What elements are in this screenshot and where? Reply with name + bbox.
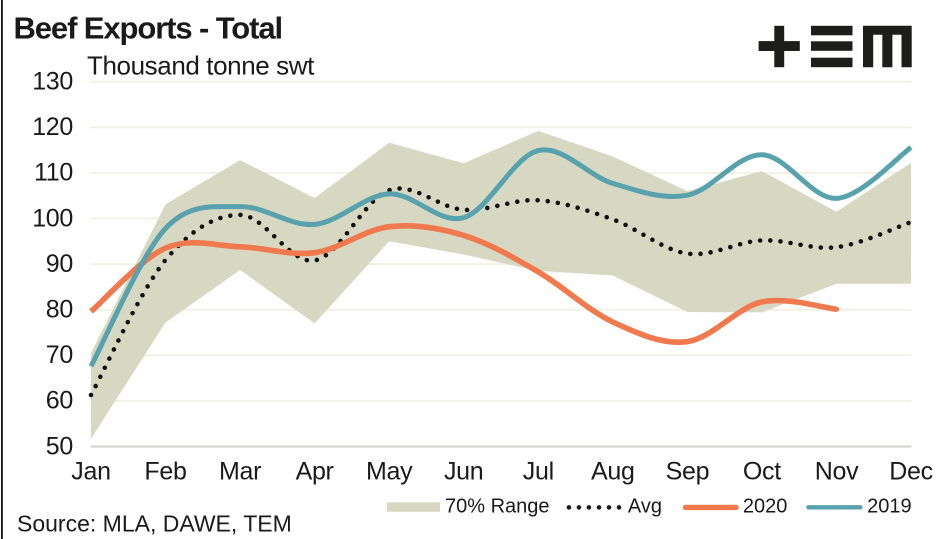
svg-text:May: May — [366, 457, 413, 485]
svg-text:Feb: Feb — [144, 457, 186, 485]
svg-text:Avg: Avg — [628, 496, 662, 518]
svg-text:Sep: Sep — [666, 457, 710, 485]
svg-text:130: 130 — [32, 68, 73, 96]
svg-text:90: 90 — [46, 250, 73, 278]
svg-text:2020: 2020 — [743, 496, 788, 518]
svg-text:Apr: Apr — [296, 457, 334, 485]
svg-text:Thousand tonne swt: Thousand tonne swt — [87, 50, 315, 80]
svg-text:Source: MLA, DAWE, TEM: Source: MLA, DAWE, TEM — [17, 510, 292, 536]
svg-text:Dec: Dec — [889, 457, 933, 485]
svg-text:Jul: Jul — [523, 457, 554, 485]
svg-text:100: 100 — [32, 204, 73, 232]
svg-text:70% Range: 70% Range — [445, 496, 550, 518]
svg-text:120: 120 — [32, 113, 73, 141]
svg-text:Nov: Nov — [815, 457, 859, 485]
svg-text:Jun: Jun — [444, 457, 483, 485]
svg-text:60: 60 — [46, 387, 73, 415]
svg-text:110: 110 — [34, 159, 73, 187]
svg-text:Oct: Oct — [743, 457, 781, 485]
svg-text:Beef Exports - Total: Beef Exports - Total — [14, 11, 283, 46]
svg-text:Aug: Aug — [591, 457, 635, 485]
svg-text:80: 80 — [46, 296, 73, 324]
svg-text:50: 50 — [46, 432, 73, 460]
svg-text:Mar: Mar — [219, 457, 261, 485]
svg-text:Jan: Jan — [71, 457, 110, 485]
svg-text:2019: 2019 — [867, 496, 912, 518]
svg-text:70: 70 — [46, 341, 73, 369]
